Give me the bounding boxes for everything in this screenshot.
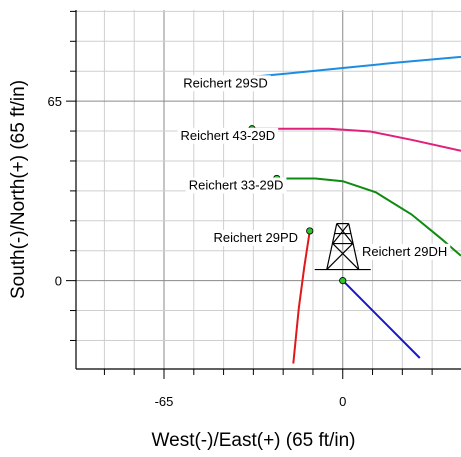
axes: [66, 10, 461, 379]
well-surface-point: [306, 227, 314, 235]
rig-leg-right: [348, 223, 360, 270]
rig-brace: [332, 223, 350, 244]
well-surface-point: [339, 277, 347, 285]
well-labels: Reichert 29SD Reichert 43-29D Reichert 33-…: [177, 75, 451, 260]
rig-brace: [326, 243, 354, 271]
rig-frame: [314, 222, 371, 271]
rig-leg-left: [326, 223, 338, 270]
well-path: [292, 230, 311, 364]
minor-ticks: [66, 10, 433, 379]
x-axis-label: West(-)/East(+) (65 ft/in): [152, 430, 356, 451]
x-tick-label: 0: [339, 394, 346, 409]
well-label-background: [359, 243, 451, 260]
well-path: [342, 279, 421, 359]
well-label: Reichert 29SD: [183, 75, 268, 90]
well-path: [276, 177, 461, 257]
tick-labels: -65 0 0 65: [48, 94, 347, 409]
well-label-background: [180, 75, 271, 92]
y-axis-label: South(-)/North(+) (65 ft/in): [8, 80, 29, 299]
well-label: Reichert 29PD: [214, 230, 299, 245]
well-label: Reichert 43-29D: [181, 128, 276, 143]
y-tick-label: 0: [55, 274, 62, 289]
drilling-rig-icon: [314, 222, 371, 271]
rig-brace: [332, 243, 360, 271]
well-label-background: [210, 229, 302, 246]
well-label: Reichert 33-29D: [189, 178, 284, 193]
y-tick-label: 65: [48, 94, 62, 109]
x-tick-label: -65: [155, 394, 174, 409]
well-label-background: [177, 127, 279, 144]
well-label: Reichert 29DH: [362, 244, 447, 259]
well-label-background: [185, 177, 287, 194]
rig-brace: [336, 223, 354, 244]
well-path: [252, 127, 461, 152]
